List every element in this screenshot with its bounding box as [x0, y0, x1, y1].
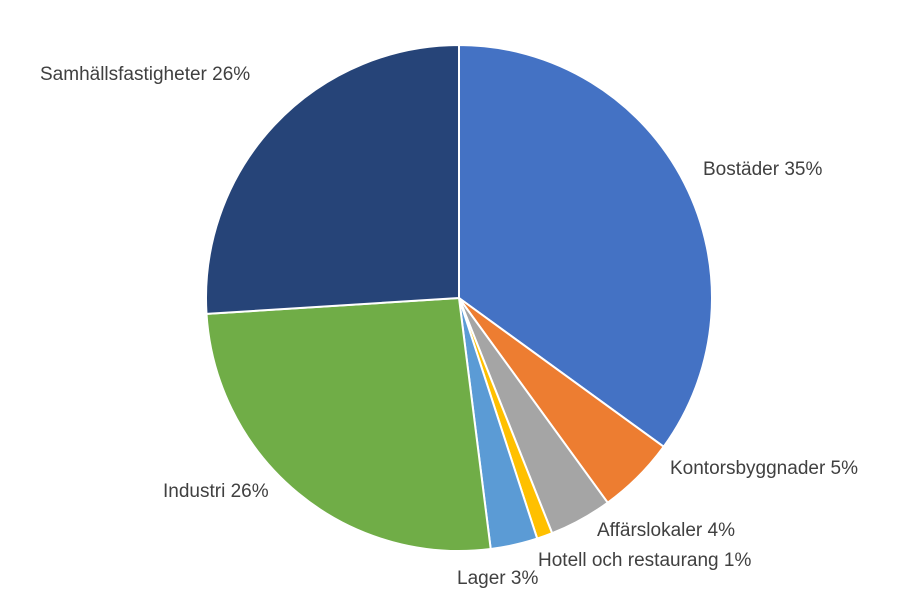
slice-samhallsfastigheter — [205, 44, 460, 315]
label-bostader: Bostäder 35% — [703, 159, 822, 180]
pie-slices — [205, 44, 713, 552]
label-affarslokaler: Affärslokaler 4% — [597, 520, 735, 541]
label-industri: Industri 26% — [163, 481, 269, 502]
label-hotell-och-restaurang: Hotell och restaurang 1% — [538, 550, 751, 571]
slice-industri — [205, 297, 492, 552]
pie-labels: Bostäder 35% Kontorsbyggnader 5% Affärslok… — [40, 64, 858, 589]
label-lager: Lager 3% — [457, 568, 538, 589]
label-kontorsbyggnader: Kontorsbyggnader 5% — [670, 458, 858, 479]
slice-bostader — [458, 44, 713, 448]
label-samhallsfastigheter: Samhällsfastigheter 26% — [40, 64, 250, 85]
